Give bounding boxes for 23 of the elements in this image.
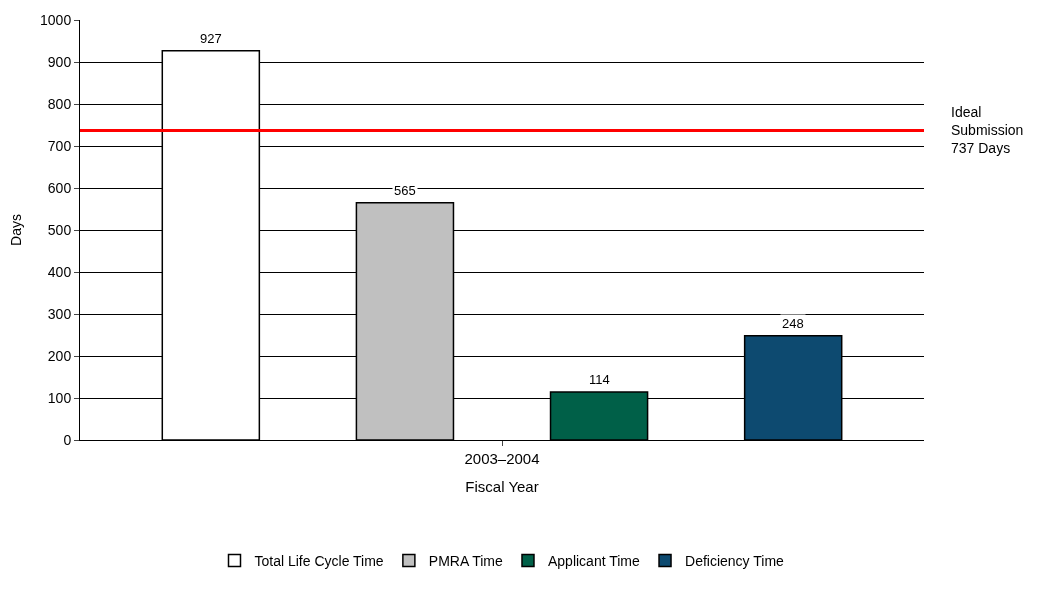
x-axis-title: Fiscal Year bbox=[465, 478, 539, 495]
y-tick-label: 300 bbox=[47, 305, 72, 322]
y-tick-label: 1000 bbox=[40, 11, 72, 28]
y-tick-label: 600 bbox=[47, 179, 72, 196]
data-label: 248 bbox=[782, 316, 804, 331]
legend-label: Total Life Cycle Time bbox=[254, 553, 384, 570]
legend-label: Deficiency Time bbox=[685, 553, 785, 570]
data-label: 114 bbox=[589, 372, 610, 387]
y-axis-title: Days bbox=[7, 214, 24, 246]
y-tick-label: 200 bbox=[47, 347, 72, 364]
x-tick-label: 2003–2004 bbox=[464, 450, 540, 467]
data-label: 927 bbox=[200, 31, 222, 46]
y-tick-label: 0 bbox=[63, 431, 72, 448]
y-tick-label: 400 bbox=[47, 263, 72, 280]
legend-label: Applicant Time bbox=[547, 553, 641, 570]
y-tick-label: 100 bbox=[47, 389, 72, 406]
y-tick-label: 700 bbox=[47, 137, 72, 154]
y-tick-label: 800 bbox=[47, 95, 72, 112]
y-tick-label: 900 bbox=[47, 53, 72, 70]
data-label: 565 bbox=[394, 183, 416, 198]
y-tick-label: 500 bbox=[47, 221, 72, 238]
ref-line-label: Ideal Submission 737 Days bbox=[951, 104, 1024, 157]
legend-label: PMRA Time bbox=[428, 553, 503, 570]
